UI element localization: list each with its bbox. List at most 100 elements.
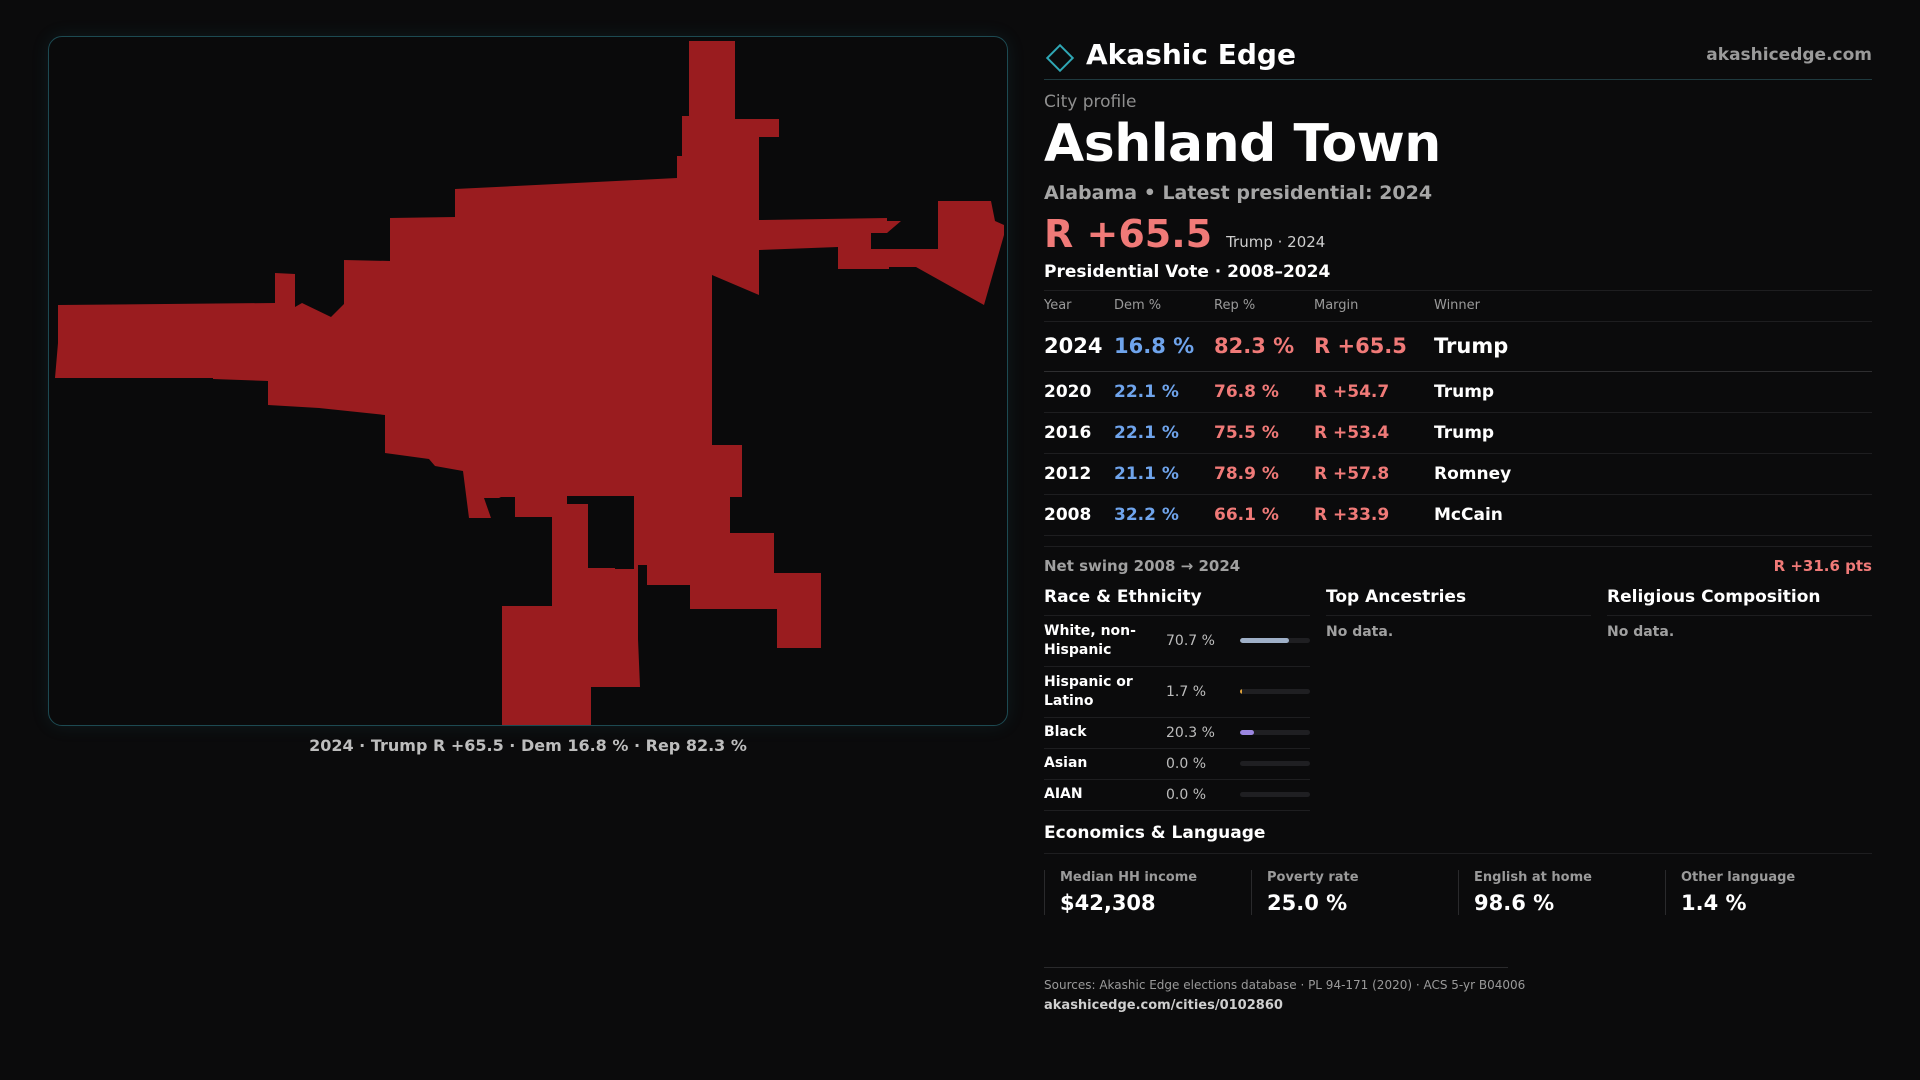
religion-empty-text: No data.	[1607, 623, 1675, 640]
rep-cell: 76.8 %	[1214, 371, 1314, 413]
col-year-header: Year	[1044, 291, 1114, 322]
stat-poverty-rate: Poverty rate 25.0 %	[1251, 869, 1458, 915]
rep-cell: 75.5 %	[1214, 412, 1314, 454]
ancestries-section-title: Top Ancestries	[1326, 587, 1591, 616]
stat-label: English at home	[1474, 869, 1592, 885]
city-boundary-map	[48, 36, 1008, 726]
race-bar	[1240, 730, 1310, 735]
col-margin-header: Margin	[1314, 291, 1434, 322]
ancestries-panel: Top Ancestries No data.	[1326, 587, 1591, 811]
stat-median-income: Median HH income $42,308	[1044, 869, 1251, 915]
dem-cell: 16.8 %	[1114, 321, 1214, 372]
map-caption: 2024 · Trump R +65.5 · Dem 16.8 % · Rep …	[309, 736, 747, 755]
col-rep-header: Rep %	[1214, 291, 1314, 322]
col-winner-header: Winner	[1434, 291, 1872, 322]
brand[interactable]: Akashic Edge	[1044, 38, 1296, 72]
diamond-outline-icon	[1045, 43, 1075, 72]
margin-cell: R +57.8	[1314, 453, 1434, 495]
rep-cell: 66.1 %	[1214, 494, 1314, 536]
race-row: White, non-Hispanic 70.7 %	[1044, 616, 1310, 667]
page-eyebrow: City profile	[1044, 92, 1137, 112]
rep-cell: 82.3 %	[1214, 321, 1314, 372]
city-profile-panel: Akashic Edge akashicedge.com City profil…	[1044, 30, 1872, 1013]
race-section-title: Race & Ethnicity	[1044, 587, 1310, 616]
race-row: Hispanic or Latino 1.7 %	[1044, 667, 1310, 718]
race-label: Black	[1044, 724, 1087, 740]
net-swing-label: Net swing 2008 → 2024	[1044, 556, 1241, 575]
city-boundary-polygon	[55, 41, 1004, 725]
winner-cell: Trump	[1434, 321, 1872, 372]
race-label: White, non-Hispanic	[1044, 622, 1136, 658]
winner-cell: Trump	[1434, 371, 1872, 413]
headline-note: Trump · 2024	[1226, 233, 1326, 251]
stat-other-language: Other language 1.4 %	[1665, 869, 1872, 915]
footer-url-link[interactable]: akashicedge.com/cities/0102860	[1044, 997, 1283, 1013]
dem-cell: 22.1 %	[1114, 412, 1214, 454]
race-row: Black 20.3 %	[1044, 718, 1310, 749]
page-subtitle: Alabama • Latest presidential: 2024	[1044, 182, 1433, 204]
margin-cell: R +53.4	[1314, 412, 1434, 454]
stat-label: Other language	[1681, 869, 1796, 885]
stat-value: 98.6 %	[1474, 890, 1555, 915]
race-ethnicity-panel: Race & Ethnicity White, non-Hispanic 70.…	[1044, 587, 1310, 811]
race-row: Asian 0.0 %	[1044, 749, 1310, 780]
rep-cell: 78.9 %	[1214, 453, 1314, 495]
race-value: 0.0 %	[1166, 755, 1207, 772]
winner-cell: McCain	[1434, 494, 1872, 536]
col-dem-header: Dem %	[1114, 291, 1214, 322]
margin-cell: R +33.9	[1314, 494, 1434, 536]
footer: Sources: Akashic Edge elections database…	[1044, 966, 1526, 1013]
table-row: 2008 32.2 % 66.1 % R +33.9 McCain	[1044, 494, 1872, 536]
race-label: Hispanic or Latino	[1044, 673, 1133, 709]
net-swing-row: Net swing 2008 → 2024 R +31.6 pts	[1044, 545, 1872, 575]
margin-cell: R +65.5	[1314, 321, 1434, 372]
race-bar-fill	[1240, 730, 1255, 735]
winner-cell: Trump	[1434, 412, 1872, 454]
economics-section-title: Economics & Language	[1044, 823, 1872, 854]
ancestries-empty-text: No data.	[1326, 623, 1394, 640]
race-label: AIAN	[1044, 786, 1083, 802]
vote-table-header: Year Dem % Rep % Margin Winner	[1044, 291, 1872, 322]
year-cell: 2020	[1044, 371, 1114, 413]
brand-url-link[interactable]: akashicedge.com	[1706, 44, 1872, 65]
stat-value: $42,308	[1060, 890, 1156, 915]
race-value: 20.3 %	[1166, 724, 1215, 741]
year-cell: 2012	[1044, 453, 1114, 495]
year-cell: 2024	[1044, 321, 1114, 372]
table-row: 2024 16.8 % 82.3 % R +65.5 Trump	[1044, 321, 1872, 372]
race-value: 70.7 %	[1166, 632, 1215, 649]
race-bar	[1240, 638, 1310, 643]
city-boundary-shape	[55, 41, 1004, 725]
religion-panel: Religious Composition No data.	[1607, 587, 1872, 811]
margin-cell: R +54.7	[1314, 371, 1434, 413]
race-value: 1.7 %	[1166, 683, 1207, 700]
headline-margin: R +65.5	[1044, 212, 1213, 256]
race-bar-fill	[1240, 689, 1242, 694]
stat-english-at-home: English at home 98.6 %	[1458, 869, 1665, 915]
race-row: AIAN 0.0 %	[1044, 780, 1310, 811]
dem-cell: 32.2 %	[1114, 494, 1214, 536]
table-row: 2020 22.1 % 76.8 % R +54.7 Trump	[1044, 371, 1872, 413]
stat-value: 25.0 %	[1267, 890, 1348, 915]
headline-result: R +65.5 Trump · 2024	[1044, 212, 1872, 256]
page-title: Ashland Town	[1044, 114, 1441, 174]
dem-cell: 21.1 %	[1114, 453, 1214, 495]
demographics-section: Race & Ethnicity White, non-Hispanic 70.…	[1044, 587, 1872, 811]
stat-label: Poverty rate	[1267, 869, 1359, 885]
year-cell: 2016	[1044, 412, 1114, 454]
stat-value: 1.4 %	[1681, 890, 1747, 915]
table-row: 2012 21.1 % 78.9 % R +57.8 Romney	[1044, 453, 1872, 495]
year-cell: 2008	[1044, 494, 1114, 536]
race-value: 0.0 %	[1166, 786, 1207, 803]
footer-sources: Sources: Akashic Edge elections database…	[1044, 977, 1526, 992]
dem-cell: 22.1 %	[1114, 371, 1214, 413]
race-label: Asian	[1044, 755, 1088, 771]
stat-label: Median HH income	[1060, 869, 1198, 885]
header: Akashic Edge akashicedge.com	[1044, 30, 1872, 80]
brand-name: Akashic Edge	[1086, 38, 1296, 71]
vote-table: Year Dem % Rep % Margin Winner 2024 16.8…	[1044, 291, 1872, 536]
race-bar	[1240, 761, 1310, 766]
net-swing-value: R +31.6 pts	[1773, 556, 1872, 575]
religion-section-title: Religious Composition	[1607, 587, 1872, 616]
race-bar	[1240, 792, 1310, 797]
